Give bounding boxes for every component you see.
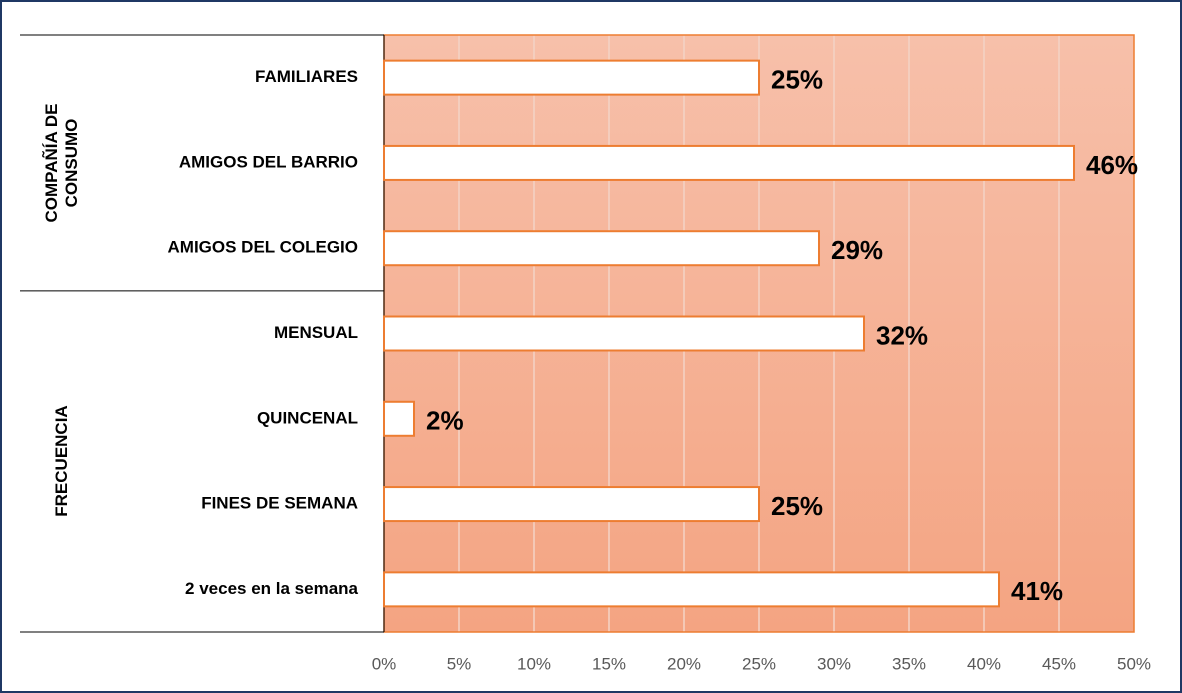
y-tick-label: QUINCENAL	[257, 408, 358, 427]
x-tick-label: 15%	[592, 654, 626, 673]
bar	[383, 571, 1000, 608]
y-tick-label: AMIGOS DEL BARRIO	[179, 152, 358, 171]
x-tick-label: 5%	[447, 654, 472, 673]
bar	[383, 144, 1075, 181]
y-tick-label: 2 veces en la semana	[185, 579, 359, 598]
group-label: COMPAÑÍA DE CONSUMO	[42, 103, 81, 223]
x-tick-label: 35%	[892, 654, 926, 673]
data-label: 25%	[771, 491, 823, 521]
x-tick-label: 20%	[667, 654, 701, 673]
bar	[383, 486, 760, 523]
data-label: 46%	[1086, 150, 1138, 180]
data-label: 2%	[426, 406, 464, 436]
data-label: 41%	[1011, 576, 1063, 606]
data-label: 32%	[876, 320, 928, 350]
x-tick-label: 25%	[742, 654, 776, 673]
data-label: 29%	[831, 235, 883, 265]
bar	[383, 59, 760, 96]
bar	[383, 315, 865, 352]
x-tick-label: 0%	[372, 654, 397, 673]
y-tick-label: FINES DE SEMANA	[201, 494, 358, 513]
y-tick-label: MENSUAL	[274, 323, 358, 342]
x-tick-label: 50%	[1117, 654, 1151, 673]
bar	[383, 400, 415, 437]
bar	[383, 230, 820, 267]
x-tick-label: 30%	[817, 654, 851, 673]
y-tick-label: FAMILIARES	[255, 67, 358, 86]
x-tick-label: 45%	[1042, 654, 1076, 673]
x-tick-label: 10%	[517, 654, 551, 673]
y-tick-label: AMIGOS DEL COLEGIO	[168, 238, 358, 257]
x-tick-label: 40%	[967, 654, 1001, 673]
data-label: 25%	[771, 65, 823, 95]
group-label: FRECUENCIA	[52, 405, 71, 518]
